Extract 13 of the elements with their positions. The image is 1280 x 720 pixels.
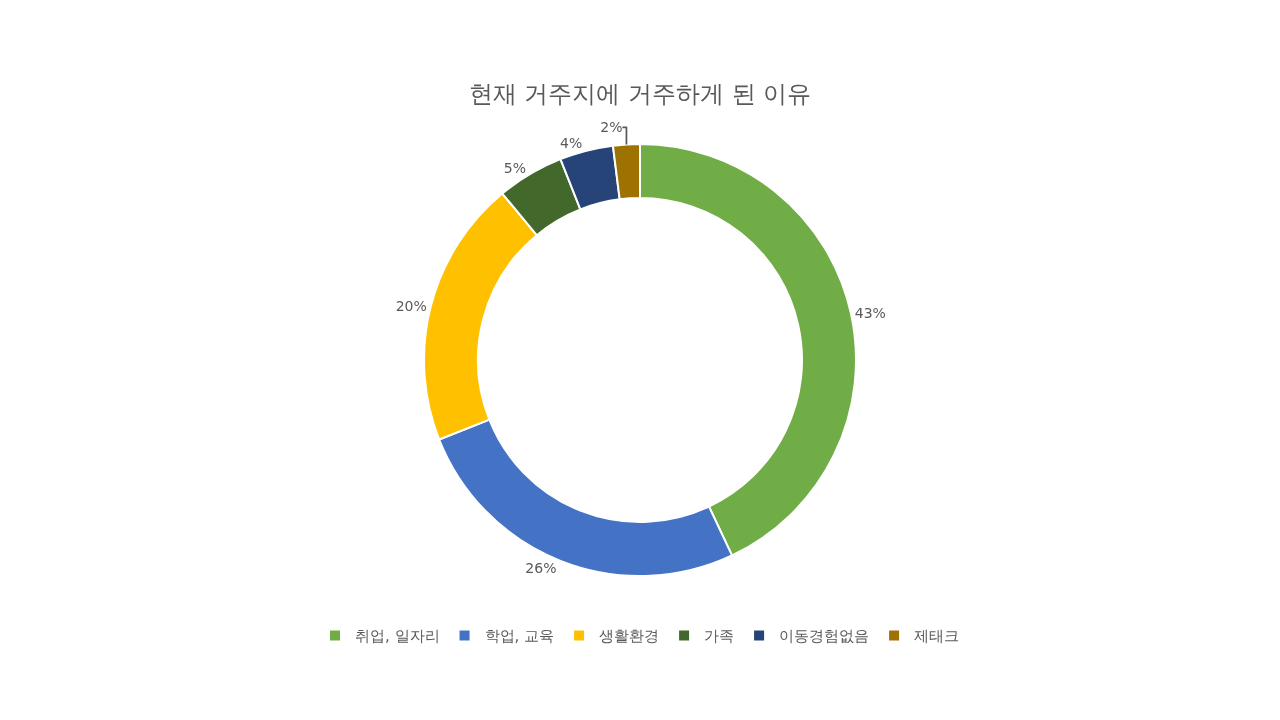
legend-label: 가족 [704,627,735,646]
legend-label: 학업, 교육 [484,627,555,646]
legend-label: 이동경험없음 [779,627,870,646]
data-label: 20% [395,297,427,314]
data-label: 5% [503,160,527,177]
legend-label: 제태크 [914,627,960,646]
chart-title: 현재 거주지에 거주하게 된 이유 [468,80,812,108]
data-label: 2% [600,119,623,136]
legend-label: 취업, 일자리 [355,627,440,646]
data-label: 43% [854,304,886,321]
data-label: 26% [525,559,557,576]
legend-label: 생활환경 [599,627,660,646]
data-label: 4% [560,135,583,152]
